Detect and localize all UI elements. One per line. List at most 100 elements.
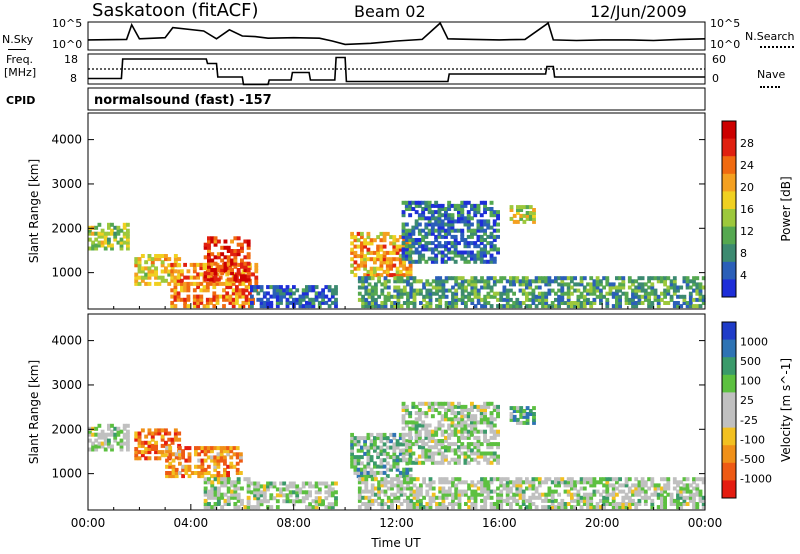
heat-cell: [605, 297, 610, 302]
nsearch-label: N.Search: [745, 30, 795, 43]
heat-cell: [213, 464, 218, 469]
heat-cell: [566, 291, 571, 296]
heat-cell: [509, 282, 513, 287]
heat-cell: [489, 417, 494, 422]
heat-cell: [254, 281, 259, 286]
heat-cell: [213, 446, 218, 451]
heat-cell: [515, 279, 520, 284]
heat-cell: [248, 304, 252, 309]
heat-cell: [385, 436, 390, 441]
heat-cell: [406, 498, 410, 503]
heat-cell: [473, 442, 478, 447]
heat-cell: [486, 241, 491, 246]
heat-cell: [150, 443, 155, 448]
colorbar-tick-label: 24: [740, 159, 754, 172]
colorbar-swatch: [722, 173, 736, 192]
heat-cell: [369, 445, 374, 450]
heat-cell: [424, 207, 429, 211]
heat-cell: [599, 505, 603, 510]
heat-cell: [656, 483, 661, 488]
heat-cell: [113, 237, 118, 242]
heat-cell: [389, 235, 393, 240]
heat-cell: [447, 301, 452, 305]
heat-cell: [663, 288, 667, 293]
heat-cell: [434, 247, 439, 252]
heat-cell: [424, 225, 429, 230]
heat-cell: [206, 449, 211, 454]
heat-cell: [656, 297, 661, 302]
heat-cell: [595, 294, 600, 299]
heat-cell: [483, 244, 487, 249]
heat-cell: [496, 404, 500, 409]
heat-cell: [353, 464, 358, 469]
heat-cell: [240, 261, 244, 266]
heat-cell: [525, 304, 529, 309]
heat-cell: [110, 228, 114, 233]
heat-cell: [386, 505, 391, 510]
heat-cell: [367, 498, 372, 503]
heat-cell: [647, 279, 651, 284]
heat-cell: [181, 449, 185, 454]
heat-cell: [220, 483, 225, 488]
heat-cell: [479, 238, 484, 242]
heat-cell: [233, 489, 238, 494]
heat-cell: [357, 489, 362, 494]
colorbar-tick-label: -100: [740, 433, 765, 446]
heat-cell: [147, 443, 152, 448]
heat-cell: [672, 502, 677, 506]
heat-cell: [509, 412, 514, 416]
heat-cell: [100, 228, 105, 233]
heat-cell: [382, 451, 387, 456]
heat-cell: [576, 282, 581, 287]
heat-cell: [164, 453, 168, 458]
heat-cell: [438, 285, 443, 290]
heat-cell: [401, 225, 406, 230]
heat-cell: [473, 417, 478, 422]
heat-cell: [406, 480, 410, 485]
heat-cell: [608, 483, 613, 488]
heat-cell: [618, 489, 622, 494]
heat-cell: [171, 458, 176, 463]
heat-cell: [428, 480, 433, 485]
heat-cell: [525, 406, 530, 411]
heat-cell: [640, 294, 645, 299]
heat-cell: [251, 297, 255, 302]
heat-cell: [502, 483, 507, 488]
heat-cell: [392, 461, 397, 466]
heat-cell: [134, 263, 139, 268]
heat-cell: [434, 460, 439, 465]
heat-cell: [377, 294, 381, 299]
heat-cell: [402, 279, 407, 284]
heat-cell: [414, 259, 419, 264]
heat-cell: [279, 288, 283, 293]
heat-cell: [412, 301, 417, 305]
heat-cell: [427, 429, 432, 434]
heat-cell: [414, 250, 419, 255]
heat-cell: [406, 477, 410, 482]
heat-cell: [353, 461, 358, 466]
heat-cell: [499, 291, 504, 296]
station-title: Saskatoon (fitACF): [92, 0, 259, 21]
heat-cell: [97, 231, 102, 236]
heat-cell: [154, 428, 158, 433]
heat-cell: [126, 243, 130, 248]
heat-cell: [570, 477, 574, 482]
heat-cell: [216, 477, 221, 482]
heat-cell: [396, 297, 401, 302]
heat-cell: [698, 291, 703, 296]
heat-cell: [415, 477, 420, 482]
heat-cell: [380, 282, 385, 287]
nsky-label: N.Sky: [2, 33, 34, 46]
heat-cell: [447, 489, 452, 494]
heat-cell: [586, 288, 590, 293]
heat-cell: [401, 417, 406, 422]
heat-cell: [272, 291, 277, 296]
heat-cell: [447, 423, 452, 428]
heat-cell: [213, 489, 218, 494]
heat-cell: [421, 423, 426, 428]
nave-label: Nave: [757, 68, 786, 81]
heat-cell: [425, 502, 430, 506]
heat-cell: [473, 282, 478, 287]
heat-cell: [669, 492, 674, 497]
heat-cell: [679, 495, 684, 500]
